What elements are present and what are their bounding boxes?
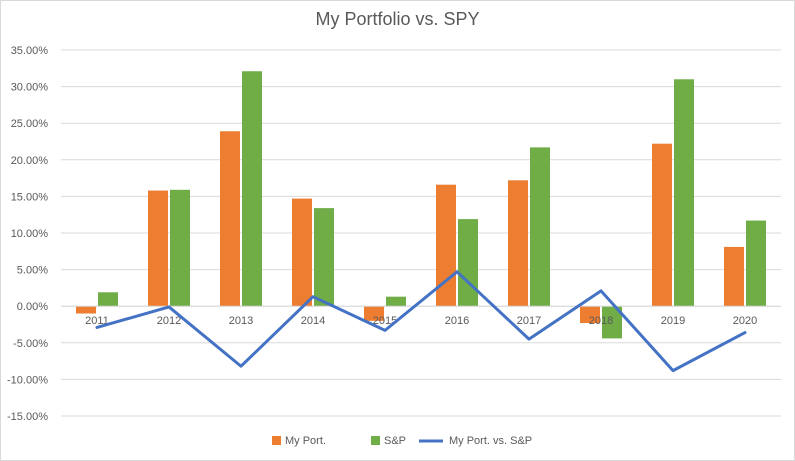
- gridlines: [61, 49, 781, 417]
- legend-swatch: [272, 436, 281, 445]
- difference-line: [95, 270, 747, 373]
- bar-sp: [674, 79, 694, 307]
- bar-sp: [98, 292, 118, 307]
- bar-sp: [530, 147, 550, 307]
- bar-my-port: [364, 306, 384, 321]
- x-tick-label: 2013: [229, 315, 253, 327]
- legend: My Port. S&P My Port. vs. S&P: [272, 435, 532, 447]
- y-tick-label: 30.00%: [11, 82, 49, 94]
- y-tick-label: 35.00%: [11, 45, 49, 57]
- y-tick-label: 15.00%: [11, 191, 49, 203]
- y-tick-label: -5.00%: [13, 338, 48, 350]
- x-tick-label: 2016: [445, 315, 469, 327]
- x-tick-label: 2017: [517, 315, 541, 327]
- bar-sp: [386, 296, 406, 307]
- bar-sp: [314, 208, 334, 307]
- bar-my-port: [724, 246, 744, 307]
- bar-sp: [170, 189, 190, 307]
- x-tick-label: 2018: [589, 315, 613, 327]
- bar-my-port: [580, 306, 600, 324]
- bar-sp: [602, 306, 622, 339]
- y-axis-ticks: 35.00% 30.00% 25.00% 20.00% 15.00% 10.00% 5.00…: [7, 45, 48, 423]
- bar-my-port: [652, 143, 672, 307]
- x-tick-label: 2020: [733, 315, 757, 327]
- bar-sp: [242, 71, 262, 307]
- x-tick-label: 2019: [661, 315, 685, 327]
- y-tick-label: 20.00%: [11, 155, 49, 167]
- y-tick-label: 25.00%: [11, 118, 49, 130]
- legend-label: My Port. vs. S&P: [449, 435, 532, 447]
- bar-sp: [746, 220, 766, 307]
- bar-my-port: [220, 131, 240, 307]
- x-tick-label: 2014: [301, 315, 325, 327]
- y-tick-label: -15.00%: [7, 411, 48, 423]
- legend-label: My Port.: [285, 435, 326, 447]
- y-tick-label: 10.00%: [11, 228, 49, 240]
- bar-my-port: [148, 190, 168, 307]
- x-tick-label: 2012: [157, 315, 181, 327]
- bar-sp: [458, 219, 478, 307]
- bar-my-port: [76, 306, 96, 314]
- legend-swatch: [371, 436, 380, 445]
- y-tick-label: -10.00%: [7, 374, 48, 386]
- y-tick-label: 5.00%: [17, 265, 48, 277]
- legend-label: S&P: [384, 435, 406, 447]
- chart-title: My Portfolio vs. SPY: [315, 9, 480, 29]
- bars: [76, 71, 766, 339]
- y-tick-label: 0.00%: [17, 301, 48, 313]
- bar-my-port: [292, 198, 312, 307]
- line-series: [95, 270, 747, 373]
- bar-my-port: [508, 180, 528, 307]
